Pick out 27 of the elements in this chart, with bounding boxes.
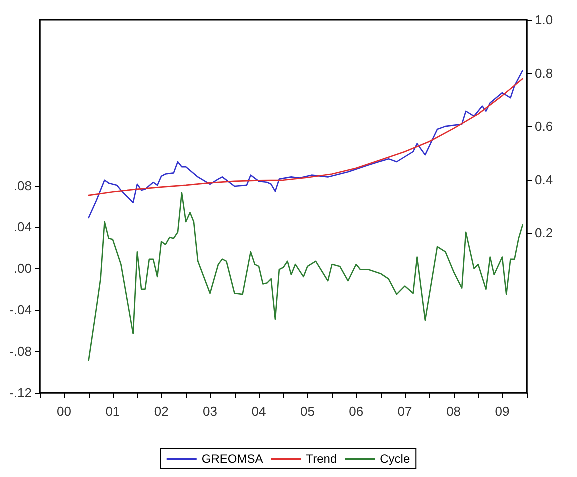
legend-label: Trend — [306, 452, 338, 466]
y-tick-label: .08 — [14, 178, 32, 194]
y2-tick-label: 0.2 — [535, 226, 554, 241]
legend-label: Cycle — [380, 452, 410, 466]
y2-tick-label: 0.8 — [535, 66, 554, 81]
x-tick-label: 00 — [57, 404, 72, 419]
line-series — [88, 192, 524, 362]
x-tick-label: 07 — [398, 404, 412, 419]
x-tick-label: 08 — [446, 404, 462, 419]
y-tick-label: -.12 — [10, 386, 32, 400]
y-tick-label: -.08 — [10, 344, 32, 360]
y2-tick-label: 0.4 — [535, 172, 554, 188]
y-tick-label: -.04 — [10, 302, 32, 318]
x-tick-label: 01 — [106, 404, 120, 419]
x-tick-label: 05 — [300, 404, 315, 419]
y-tick-label: .04 — [14, 220, 32, 235]
x-tick-label: 04 — [252, 404, 266, 419]
line-series — [88, 78, 524, 196]
x-tick-label: 09 — [495, 404, 510, 419]
legend-label: GREOMSA — [202, 452, 264, 466]
y2-tick-label: 1.0 — [535, 12, 554, 28]
x-tick-label: 03 — [203, 404, 218, 419]
x-tick-label: 06 — [349, 404, 364, 419]
y2-tick-label: 0.6 — [535, 119, 554, 134]
line-series — [88, 70, 524, 219]
y-tick-label: .00 — [14, 261, 32, 276]
x-tick-label: 02 — [154, 404, 169, 419]
